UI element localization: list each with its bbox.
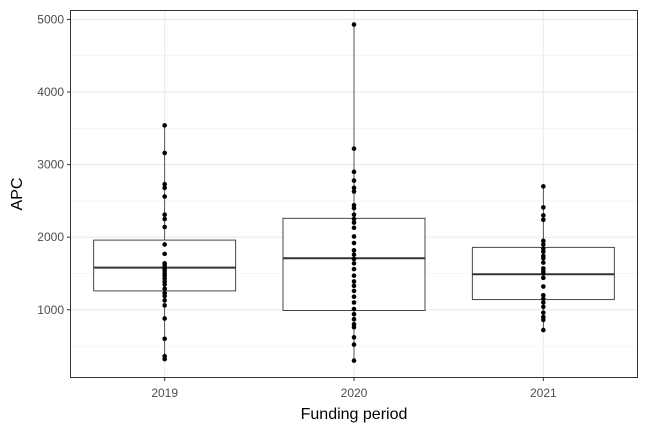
data-point [541,217,546,223]
data-point [541,238,546,244]
data-point [541,310,546,315]
data-point [351,300,357,305]
data-point [541,255,546,261]
data-point [162,194,167,199]
data-point [351,316,357,322]
y-tick-label: 1000 [37,303,64,317]
axes: 1000 2000 3000 4000 5000 2019 2020 2021 [37,12,557,400]
data-point [351,266,357,272]
data-point [162,150,167,156]
data-point [351,279,357,284]
data-point [351,306,357,312]
x-tick-label: 2021 [530,386,557,400]
data-point [162,181,167,187]
y-tick-label: 4000 [37,85,64,99]
data-point [541,213,546,218]
data-point [351,273,357,278]
data-point [351,146,357,151]
y-tick-label: 2000 [37,230,64,244]
data-point [162,224,167,230]
y-axis-title: APC [9,178,26,211]
data-point [351,252,357,257]
y-tick-label: 3000 [37,158,64,172]
data-point [541,184,546,189]
data-point [351,335,357,340]
data-point [541,275,546,281]
data-point [351,234,357,239]
data-point [351,169,357,175]
data-point [351,261,357,266]
data-point [351,240,357,246]
data-point [541,242,546,247]
data-point [351,324,357,330]
y-tick-label: 5000 [37,12,64,26]
data-point [351,256,357,262]
data-point [162,303,167,308]
x-tick-label: 2020 [341,386,368,400]
data-point [351,189,357,194]
data-point [541,271,546,276]
data-point [351,288,357,294]
data-point [541,304,546,310]
data-point [351,358,357,363]
data-point [541,327,546,333]
data-point [351,22,357,27]
plot-border [70,10,638,378]
data-point [162,123,167,128]
data-point [351,283,357,289]
data-point [162,251,167,257]
data-point [162,242,167,247]
x-axis-title: Funding period [301,406,408,423]
data-point [541,292,546,298]
data-point [162,293,167,299]
x-tick-label: 2019 [151,386,178,400]
data-point [541,317,546,323]
data-point [351,225,357,231]
data-point [541,260,546,265]
data-point [541,205,546,210]
data-point [351,342,357,347]
data-point [162,282,167,287]
data-point [351,205,357,211]
data-point [162,336,167,342]
data-point [162,216,167,222]
data-points [162,22,546,363]
data-point [162,286,167,292]
data-point [351,294,357,300]
data-point [351,216,357,222]
data-point [351,247,357,253]
data-point [162,316,167,321]
data-point [351,220,357,225]
data-point [541,284,546,289]
data-point [541,249,546,255]
data-point [351,178,357,183]
data-point [351,212,357,217]
data-point [162,356,167,362]
data-point [351,185,357,191]
data-point [162,212,167,217]
data-point [162,185,167,191]
data-point [541,296,546,302]
data-point [541,300,546,305]
data-point [162,298,167,303]
data-point [351,311,357,317]
